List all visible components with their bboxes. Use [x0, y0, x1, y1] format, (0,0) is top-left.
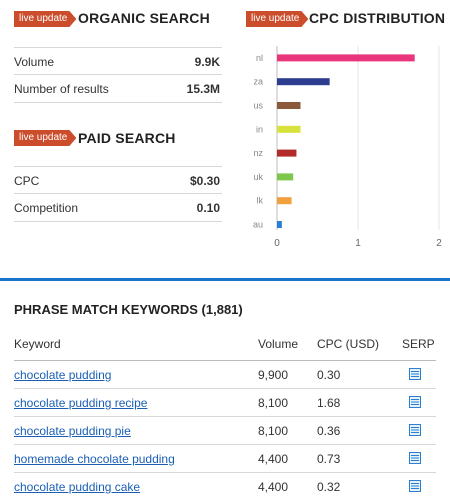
table-row: chocolate pudding cake 4,400 0.32 — [14, 473, 436, 500]
serp-list-icon[interactable] — [409, 480, 421, 492]
table-row: chocolate pudding pie 8,100 0.36 — [14, 417, 436, 445]
cpc-distribution-title: CPC DISTRIBUTION — [309, 10, 446, 26]
cpc-cell: 0.32 — [317, 480, 341, 494]
x-tick-label: 0 — [274, 238, 280, 249]
serp-list-icon[interactable] — [409, 368, 421, 380]
bar — [277, 173, 294, 181]
category-label: us — [253, 101, 263, 111]
cpc-column-header[interactable]: CPC (USD) — [317, 337, 379, 351]
category-label: au — [253, 220, 263, 230]
category-label: nl — [256, 53, 263, 63]
bar — [277, 149, 297, 157]
cpc-cell: 0.30 — [317, 368, 341, 382]
keyword-link[interactable]: chocolate pudding pie — [14, 424, 131, 438]
keyword-link[interactable]: chocolate pudding cake — [14, 480, 141, 494]
paid-cpc-label: CPC — [14, 174, 40, 188]
organic-live-update-tag: live update — [14, 11, 76, 27]
organic-results-label: Number of results — [14, 82, 109, 96]
category-label: za — [253, 77, 263, 87]
volume-cell: 4,400 — [258, 480, 289, 494]
volume-cell: 9,900 — [258, 368, 289, 382]
paid-competition-value: 0.10 — [196, 201, 220, 215]
paid-cpc-row: CPC $0.30 — [14, 166, 222, 194]
organic-volume-label: Volume — [14, 55, 55, 69]
paid-live-update-tag: live update — [14, 130, 76, 146]
keyword-link[interactable]: homemade chocolate pudding — [14, 452, 175, 466]
header-divider — [14, 360, 436, 361]
paid-cpc-value: $0.30 — [189, 174, 220, 188]
serp-list-icon[interactable] — [409, 452, 421, 464]
volume-cell: 4,400 — [258, 452, 289, 466]
paid-search-title: PAID SEARCH — [78, 130, 176, 146]
bar — [277, 78, 330, 86]
table-row: chocolate pudding 9,900 0.30 — [14, 361, 436, 389]
organic-volume-row: Volume 9.9K — [14, 47, 222, 75]
serp-list-icon[interactable] — [409, 396, 421, 408]
bar — [277, 197, 292, 205]
cpc-cell: 0.73 — [317, 452, 341, 466]
bar — [277, 102, 301, 109]
paid-competition-label: Competition — [14, 201, 79, 215]
bar — [277, 221, 282, 228]
section-divider — [0, 278, 450, 281]
organic-search-title: ORGANIC SEARCH — [78, 10, 210, 26]
organic-volume-value: 9.9K — [194, 55, 220, 69]
phrase-match-title: PHRASE MATCH KEYWORDS (1,881) — [14, 302, 243, 317]
x-tick-label: 1 — [355, 238, 361, 249]
table-row: chocolate pudding recipe 8,100 1.68 — [14, 389, 436, 417]
cpc-cell: 0.36 — [317, 424, 341, 438]
keyword-link[interactable]: chocolate pudding — [14, 368, 112, 382]
volume-column-header[interactable]: Volume — [258, 337, 299, 351]
organic-results-value: 15.3M — [186, 82, 220, 96]
cpc-distribution-chart: 0 1 2 nl za us in nz uk lk au — [253, 46, 442, 249]
cpc-cell: 1.68 — [317, 396, 341, 410]
keyword-column-header[interactable]: Keyword — [14, 337, 61, 351]
category-label: uk — [253, 172, 263, 182]
x-tick-label: 2 — [436, 238, 442, 249]
organic-results-row: Number of results 15.3M — [14, 75, 222, 103]
category-label: nz — [253, 148, 263, 158]
bar — [277, 125, 301, 133]
cpc-live-update-tag: live update — [246, 11, 308, 27]
category-label: in — [256, 124, 263, 134]
category-label: lk — [257, 196, 264, 206]
volume-cell: 8,100 — [258, 396, 289, 410]
serp-column-header[interactable]: SERP — [402, 337, 435, 351]
bar — [277, 54, 415, 62]
keyword-link[interactable]: chocolate pudding recipe — [14, 396, 148, 410]
volume-cell: 8,100 — [258, 424, 289, 438]
serp-list-icon[interactable] — [409, 424, 421, 436]
table-row: homemade chocolate pudding 4,400 0.73 — [14, 445, 436, 473]
paid-competition-row: Competition 0.10 — [14, 194, 222, 222]
